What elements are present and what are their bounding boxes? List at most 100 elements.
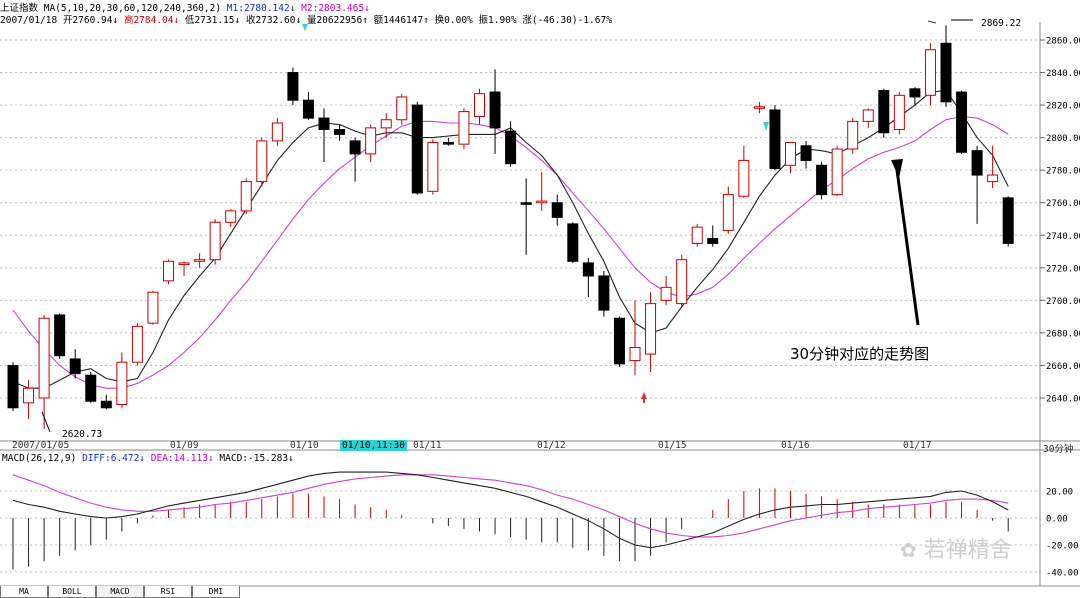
candle xyxy=(738,145,750,198)
candle xyxy=(131,323,143,366)
candle xyxy=(396,93,408,125)
candle xyxy=(722,186,734,234)
candle xyxy=(116,352,128,408)
candle xyxy=(800,140,812,169)
candle xyxy=(536,171,548,211)
date-label: 2007/01/05 xyxy=(12,440,70,451)
y-tick-label: 2700.00 xyxy=(1046,297,1080,307)
candle xyxy=(240,178,252,215)
candle xyxy=(971,145,983,224)
tab-rsi[interactable]: RSI xyxy=(144,586,192,598)
candle xyxy=(691,223,703,247)
candle xyxy=(785,142,796,174)
indicator-header: 上证指数 MA(5,10,20,30,60,120,240,360,2) M1:… xyxy=(0,0,370,14)
candle xyxy=(909,87,921,106)
y-tick-label: 2800.00 xyxy=(1046,134,1080,144)
candle xyxy=(924,43,936,106)
watermark-text: 若禅精舍 xyxy=(923,538,1012,563)
candle xyxy=(365,124,377,163)
candle xyxy=(318,108,330,163)
candle xyxy=(38,315,50,429)
candle xyxy=(707,225,719,247)
candle xyxy=(660,275,672,306)
candle xyxy=(816,162,828,200)
arrow-marker-icon xyxy=(763,122,769,131)
candle xyxy=(54,313,66,359)
date-label: 01/15 xyxy=(658,440,687,451)
candle xyxy=(271,118,283,146)
candle xyxy=(411,101,423,195)
candle xyxy=(69,349,81,379)
candle xyxy=(474,88,485,125)
date-label: 01/16 xyxy=(781,440,810,451)
quote-header: 2007/01/18 开2760.94↓ 高2784.04↓ 低2731.15↓… xyxy=(0,12,612,26)
y-tick-label: 2840.00 xyxy=(1046,69,1080,79)
candle xyxy=(520,178,532,255)
quote-volume: 量20622956↑ xyxy=(306,15,368,26)
indicator-tabs: MA BOLL MACD RSI DMI xyxy=(0,586,300,598)
candle xyxy=(847,118,859,154)
wechat-icon: ✿ xyxy=(900,538,917,562)
macd-dea: DEA:14.113↓ xyxy=(150,453,214,464)
candle xyxy=(598,271,610,317)
candle xyxy=(349,137,361,182)
y-tick-label: 2860.00 xyxy=(1046,37,1080,47)
annotation-arrow xyxy=(891,159,920,326)
macd-y-tick-label: 20.00 xyxy=(1046,488,1073,498)
high-price-label: 2869.22 xyxy=(981,18,1022,29)
candle xyxy=(753,101,765,114)
quote-amplitude: 振1.90% xyxy=(478,15,517,26)
cursor-date-badge: 01/10,11:30 xyxy=(340,440,407,451)
candle xyxy=(645,292,657,372)
ma1-value: M1:2780.142↓ xyxy=(226,3,296,14)
ma2-value: M2:2803.465↓ xyxy=(301,3,370,14)
candle xyxy=(209,219,221,265)
candle xyxy=(85,371,97,403)
candle xyxy=(676,254,688,307)
candle xyxy=(831,145,843,197)
y-tick-label: 2760.00 xyxy=(1046,199,1080,209)
macd-y-tick-label: -40.00 xyxy=(1046,569,1079,579)
candle xyxy=(147,290,159,325)
y-tick-label: 2720.00 xyxy=(1046,264,1080,274)
date-label: 01/10 xyxy=(290,440,319,451)
y-tick-label: 2660.00 xyxy=(1046,362,1080,372)
tab-boll[interactable]: BOLL xyxy=(48,586,96,598)
quote-amount: 额1446147↑ xyxy=(373,15,429,26)
candle xyxy=(178,261,190,276)
quote-high: 高2784.04↓ xyxy=(123,15,180,26)
trend-annotation: 30分钟对应的走势图 xyxy=(790,345,930,363)
quote-turnover: 换0.00% xyxy=(434,15,473,26)
y-tick-label: 2640.00 xyxy=(1046,395,1080,405)
y-tick-label: 2680.00 xyxy=(1046,329,1080,339)
arrow-marker-icon xyxy=(641,392,647,399)
candle xyxy=(7,362,19,412)
candle xyxy=(551,194,563,226)
candle xyxy=(287,67,299,106)
macd-y-tick-label: 0.00 xyxy=(1046,515,1068,525)
candle xyxy=(629,300,641,376)
quote-date: 2007/01/18 xyxy=(0,15,58,26)
date-label: 01/17 xyxy=(903,440,932,451)
macd-value: MACD:-15.283↓ xyxy=(219,453,294,464)
candle xyxy=(769,105,781,171)
index-name: 上证指数 xyxy=(0,3,39,14)
quote-change: 涨(-46.30)-1.67% xyxy=(522,15,612,26)
candle xyxy=(194,253,206,268)
tab-dmi[interactable]: DMI xyxy=(192,586,240,598)
quote-open: 开2760.94↓ xyxy=(62,15,119,26)
low-price-label: 2620.73 xyxy=(62,429,103,440)
date-label: 01/09 xyxy=(170,440,199,451)
candle xyxy=(334,124,346,141)
candle xyxy=(380,113,392,138)
candle xyxy=(956,90,968,154)
tab-ma[interactable]: MA xyxy=(0,586,48,598)
period-badge[interactable]: 30分钟 xyxy=(1043,444,1074,455)
candle xyxy=(256,137,268,187)
candle xyxy=(458,108,470,150)
ma-spec: MA(5,10,20,30,60,120,240,360,2) xyxy=(43,3,222,14)
candle xyxy=(878,88,890,138)
tab-macd[interactable]: MACD xyxy=(96,586,144,598)
candle xyxy=(613,316,625,368)
